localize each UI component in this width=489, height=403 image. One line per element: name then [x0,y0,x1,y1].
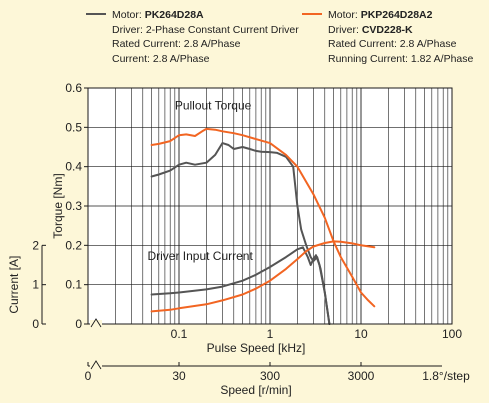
legend-driver-label-1: Driver: [112,23,146,36]
legend-swatch-1 [86,13,106,16]
annotation-driver-input-current: Driver Input Current [147,249,253,263]
secondary-x-tick-label: 0 [85,369,92,383]
legend-entry-2: Motor: PKP264D28A2 Driver: CVD228-K Rate… [302,8,473,66]
y-tick-label: 0.5 [65,120,82,134]
legend-motor-label-2: Motor: [328,9,361,21]
legend-swatch-2 [302,13,322,16]
legend-motor-label-1: Motor: [112,9,145,21]
x-tick-label: 100 [442,327,462,341]
legend-motor-1: PK264D28A [144,9,204,21]
secondary-y-tick-label: 1 [32,278,39,292]
y-tick-label: 0.3 [65,199,82,213]
axis-break-mark [90,318,102,328]
secondary-axis-break-mark [90,360,102,370]
x-axis-label: Pulse Speed [kHz] [207,341,306,355]
grid [88,88,452,324]
y-tick-label: 0.1 [65,278,82,292]
axis-break-cover [90,320,102,328]
series-line-current-PK264D28A [150,246,331,325]
legend-rated-current-2: Rated Current: 2.8 A/Phase [328,38,457,50]
secondary-y-tick-label: 0 [32,317,39,331]
secondary-x-tick-label: 30 [172,369,186,383]
legend-entry-1: Motor: PK264D28A Driver: 2-Phase Constan… [86,8,299,66]
secondary-x-suffix: 1.8°/step [422,369,470,383]
secondary-axis-break-cover [90,362,102,370]
series-line-torque-PKP264D28A2 [150,127,376,308]
x-tick-label: 1 [267,327,274,341]
legend-current-2: Running Current: 1.82 A/Phase [328,52,474,65]
series-lines [150,127,376,325]
y-tick-label: 0 [75,317,82,331]
x-tick-label: 0.1 [171,327,188,341]
annotation-pullout-torque: Pullout Torque [175,99,252,113]
secondary-x-axis-label: Speed [r/min] [220,383,291,397]
series-line-current-PKP264D28A2 [150,240,376,313]
legend-rated-current-1: Rated Current: 2.8 A/Phase [112,38,241,50]
legend-driver-1: 2-Phase Constant Current Driver [145,23,299,36]
y-tick-label: 0.6 [65,81,82,95]
y-tick-label: 0.4 [65,160,82,174]
secondary-x-tick-label: 3000 [348,369,375,383]
x-tick-label: 10 [354,327,368,341]
series-line-torque-PK264D28A [150,142,331,325]
legend-driver-label-2: Driver: [328,23,362,36]
legend-current-1: Current: 2.8 A/Phase [112,52,210,65]
y-axis-label: Torque [Nm] [51,173,65,238]
secondary-x-tick-label: 300 [260,369,280,383]
legend-motor-2: PKP264D28A2 [360,9,433,21]
axes: 0 0.1 0.2 0.3 0.4 0.5 0.6 0.1 1 10 100 0 1 2 0 30 300 300… [32,81,462,383]
y-tick-label: 0.2 [65,238,82,252]
secondary-y-axis-label: Current [A] [7,256,21,314]
secondary-y-tick-label: 2 [32,238,39,252]
legend-driver-2: CVD228-K [361,23,413,36]
